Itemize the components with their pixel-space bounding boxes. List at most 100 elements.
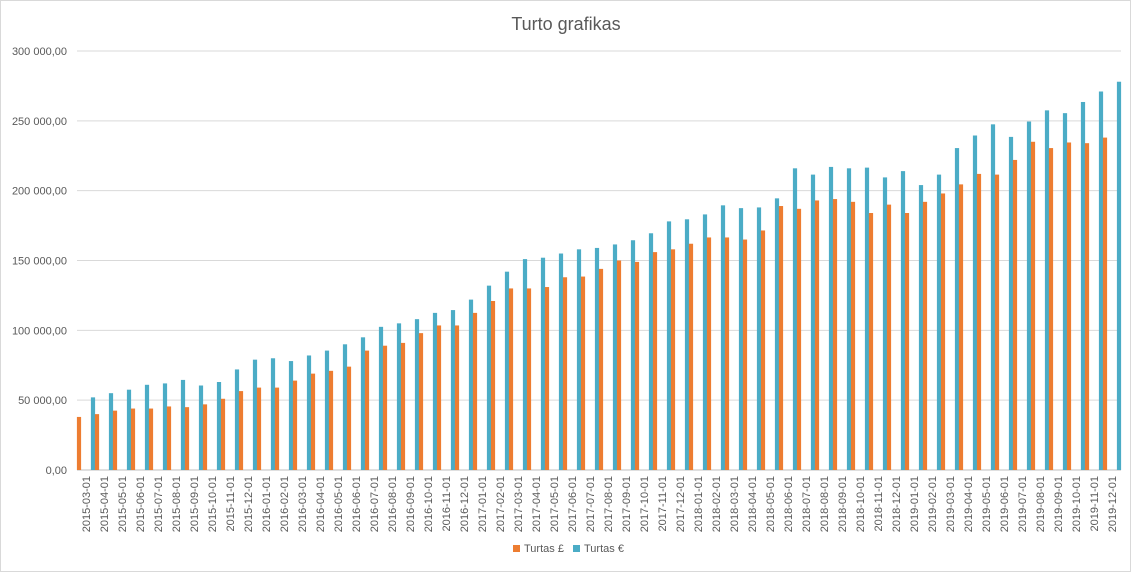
- bar-turtas-gbp: [670, 249, 676, 470]
- bar-turtas-gbp: [526, 288, 532, 470]
- bar-turtas-gbp: [166, 406, 172, 470]
- bar-turtas-gbp: [760, 230, 766, 470]
- x-tick-label: 2015-12-01: [243, 476, 255, 532]
- bar-turtas-eur: [522, 259, 528, 470]
- x-tick-label: 2017-01-01: [477, 476, 489, 532]
- bar-turtas-eur: [342, 344, 348, 470]
- x-tick-label: 2017-07-01: [585, 476, 597, 532]
- bar-turtas-gbp: [346, 366, 352, 470]
- legend-item-turtas-gbp: Turtas £: [513, 543, 564, 555]
- bar-turtas-gbp: [580, 276, 586, 470]
- bar-turtas-gbp: [850, 201, 856, 470]
- x-tick-label: 2019-06-01: [999, 476, 1011, 532]
- bar-turtas-eur: [540, 257, 546, 470]
- bar-turtas-gbp: [796, 208, 802, 470]
- x-tick-label: 2017-02-01: [495, 476, 507, 532]
- x-tick-label: 2016-02-01: [279, 476, 291, 532]
- x-tick-label: 2019-05-01: [981, 476, 993, 532]
- bar-turtas-gbp: [256, 387, 262, 470]
- bar-turtas-eur: [486, 285, 492, 470]
- x-tick-label: 2019-10-01: [1071, 476, 1083, 532]
- bar-turtas-eur: [414, 319, 420, 470]
- bar-turtas-eur: [270, 358, 276, 470]
- bar-turtas-gbp: [382, 345, 388, 470]
- bar-turtas-gbp: [202, 404, 208, 470]
- bar-turtas-gbp: [130, 408, 136, 470]
- x-tick-label: 2018-02-01: [711, 476, 723, 532]
- x-tick-label: 2017-10-01: [639, 476, 651, 532]
- bar-turtas-eur: [144, 384, 150, 470]
- bar-turtas-gbp: [112, 410, 118, 470]
- bar-turtas-eur: [720, 205, 726, 470]
- bar-turtas-gbp: [220, 398, 226, 470]
- bar-turtas-gbp: [832, 199, 838, 471]
- x-tick-label: 2018-10-01: [855, 476, 867, 532]
- bar-turtas-gbp: [868, 213, 874, 470]
- y-tick-label: 100 000,00: [12, 325, 67, 337]
- x-tick-label: 2018-05-01: [765, 476, 777, 532]
- x-tick-label: 2016-12-01: [459, 476, 471, 532]
- y-tick-label: 200 000,00: [12, 186, 67, 198]
- bar-turtas-gbp: [310, 373, 316, 470]
- bar-turtas-eur: [954, 148, 960, 470]
- bar-turtas-gbp: [886, 204, 892, 470]
- x-tick-label: 2016-10-01: [423, 476, 435, 532]
- bar-turtas-eur: [846, 168, 852, 470]
- bar-turtas-eur: [864, 167, 870, 470]
- x-tick-label: 2015-05-01: [117, 476, 129, 532]
- bar-turtas-gbp: [472, 312, 478, 471]
- x-tick-label: 2018-11-01: [873, 476, 885, 531]
- x-tick-label: 2018-07-01: [801, 476, 813, 532]
- bar-turtas-eur: [432, 312, 438, 471]
- x-tick-label: 2015-09-01: [189, 476, 201, 532]
- bar-turtas-gbp: [598, 268, 604, 470]
- x-tick-label: 2018-12-01: [891, 476, 903, 532]
- bar-turtas-gbp: [904, 213, 910, 470]
- bar-turtas-gbp: [688, 243, 694, 470]
- bar-turtas-eur: [1116, 81, 1122, 470]
- x-tick-label: 2016-08-01: [387, 476, 399, 532]
- x-tick-label: 2015-10-01: [207, 476, 219, 532]
- bar-turtas-eur: [216, 382, 222, 470]
- bar-turtas-eur: [396, 323, 402, 470]
- bar-turtas-gbp: [922, 201, 928, 470]
- bar-turtas-gbp: [544, 287, 550, 470]
- bar-turtas-gbp: [562, 277, 568, 470]
- x-tick-label: 2019-03-01: [945, 476, 957, 532]
- x-tick-label: 2019-02-01: [927, 476, 939, 532]
- bar-turtas-eur: [1062, 113, 1068, 471]
- bar-turtas-gbp: [1066, 142, 1072, 471]
- bar-turtas-gbp: [724, 237, 730, 470]
- bar-turtas-eur: [504, 271, 510, 470]
- bar-turtas-eur: [288, 361, 294, 470]
- bar-turtas-gbp: [1048, 148, 1054, 470]
- x-tick-label: 2019-12-01: [1107, 476, 1119, 532]
- x-tick-label: 2016-07-01: [369, 476, 381, 532]
- bar-turtas-eur: [810, 174, 816, 471]
- bar-turtas-eur: [936, 174, 942, 471]
- bar-turtas-eur: [792, 168, 798, 470]
- x-tick-label: 2016-09-01: [405, 476, 417, 532]
- x-tick-label: 2018-01-01: [693, 476, 705, 532]
- x-tick-label: 2019-07-01: [1017, 476, 1029, 532]
- bar-turtas-eur: [90, 397, 96, 470]
- x-tick-label: 2017-12-01: [675, 476, 687, 532]
- bar-turtas-eur: [450, 310, 456, 470]
- x-tick-label: 2019-01-01: [909, 476, 921, 532]
- legend-item-turtas-eur: Turtas €: [573, 543, 624, 555]
- bar-turtas-eur: [324, 350, 330, 470]
- bar-turtas-gbp: [1102, 137, 1108, 470]
- x-tick-label: 2015-06-01: [135, 476, 147, 532]
- chart-title: Turto grafikas: [511, 14, 620, 34]
- bar-turtas-gbp: [364, 350, 370, 470]
- bar-turtas-gbp: [814, 200, 820, 470]
- bar-turtas-eur: [126, 389, 132, 470]
- x-tick-label: 2018-03-01: [729, 476, 741, 532]
- bar-turtas-eur: [252, 359, 258, 470]
- x-tick-label: 2017-05-01: [549, 476, 561, 532]
- bar-turtas-eur: [306, 355, 312, 470]
- bar-turtas-eur: [162, 383, 168, 470]
- bar-turtas-eur: [1080, 101, 1086, 470]
- bar-turtas-eur: [882, 177, 888, 470]
